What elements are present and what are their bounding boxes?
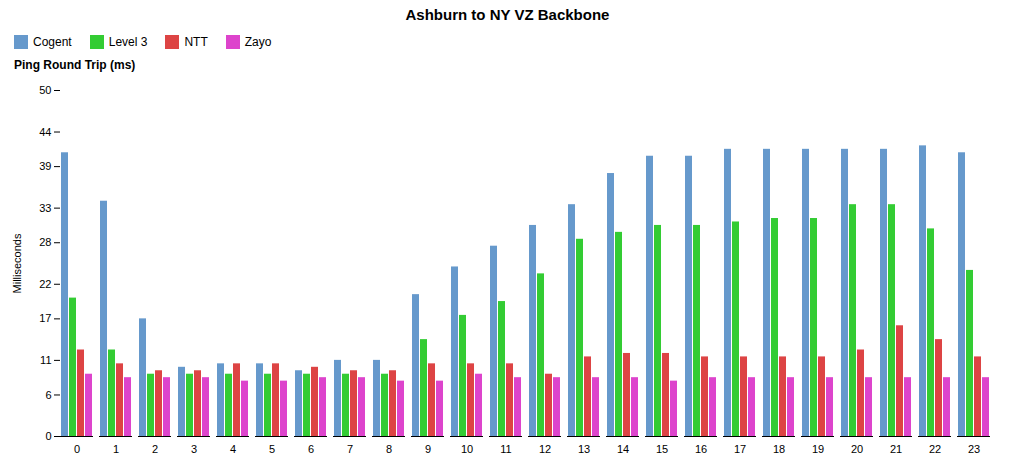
svg-text:1: 1	[113, 443, 119, 455]
svg-text:2: 2	[152, 443, 158, 455]
svg-text:17: 17	[734, 443, 746, 455]
svg-text:0: 0	[74, 443, 80, 455]
svg-text:5: 5	[269, 443, 275, 455]
html-text:Level 3: Level 3	[108, 35, 148, 49]
svg-text:12: 12	[539, 443, 551, 455]
svg-text:33: 33	[39, 202, 51, 214]
svg-text:10: 10	[461, 443, 473, 455]
svg-text:6: 6	[308, 443, 314, 455]
svg-text:13: 13	[578, 443, 590, 455]
svg-text:50: 50	[39, 84, 51, 96]
html-text:Cogent: Cogent	[33, 35, 72, 49]
svg-text:11: 11	[500, 443, 511, 455]
svg-text:20: 20	[851, 443, 863, 455]
html-text:Ashburn to NY VZ Backbone: Ashburn to NY VZ Backbone	[405, 6, 610, 23]
svg-text:22: 22	[39, 278, 51, 290]
svg-text:21: 21	[890, 443, 902, 455]
html-text:Ping Round Trip (ms): Ping Round Trip (ms)	[14, 58, 136, 72]
svg-text:3: 3	[191, 443, 197, 455]
svg-text:Milliseconds: Milliseconds	[11, 233, 23, 293]
svg-text:39: 39	[39, 160, 51, 172]
svg-text:6: 6	[45, 389, 51, 401]
svg-text:28: 28	[39, 236, 51, 248]
svg-text:16: 16	[695, 443, 707, 455]
svg-text:19: 19	[812, 443, 824, 455]
svg-text:18: 18	[773, 443, 785, 455]
svg-text:44: 44	[39, 126, 51, 138]
svg-text:22: 22	[929, 443, 941, 455]
svg-text:11: 11	[40, 354, 51, 366]
svg-text:17: 17	[39, 312, 51, 324]
svg-text:14: 14	[617, 443, 629, 455]
svg-text:7: 7	[347, 443, 353, 455]
svg-text:0: 0	[45, 430, 51, 442]
svg-text:4: 4	[230, 443, 236, 455]
html-text:NTT: NTT	[184, 35, 208, 49]
svg-text:9: 9	[425, 443, 431, 455]
svg-text:8: 8	[386, 443, 392, 455]
svg-text:15: 15	[656, 443, 668, 455]
svg-text:23: 23	[968, 443, 980, 455]
html-text:Zayo: Zayo	[244, 35, 272, 49]
